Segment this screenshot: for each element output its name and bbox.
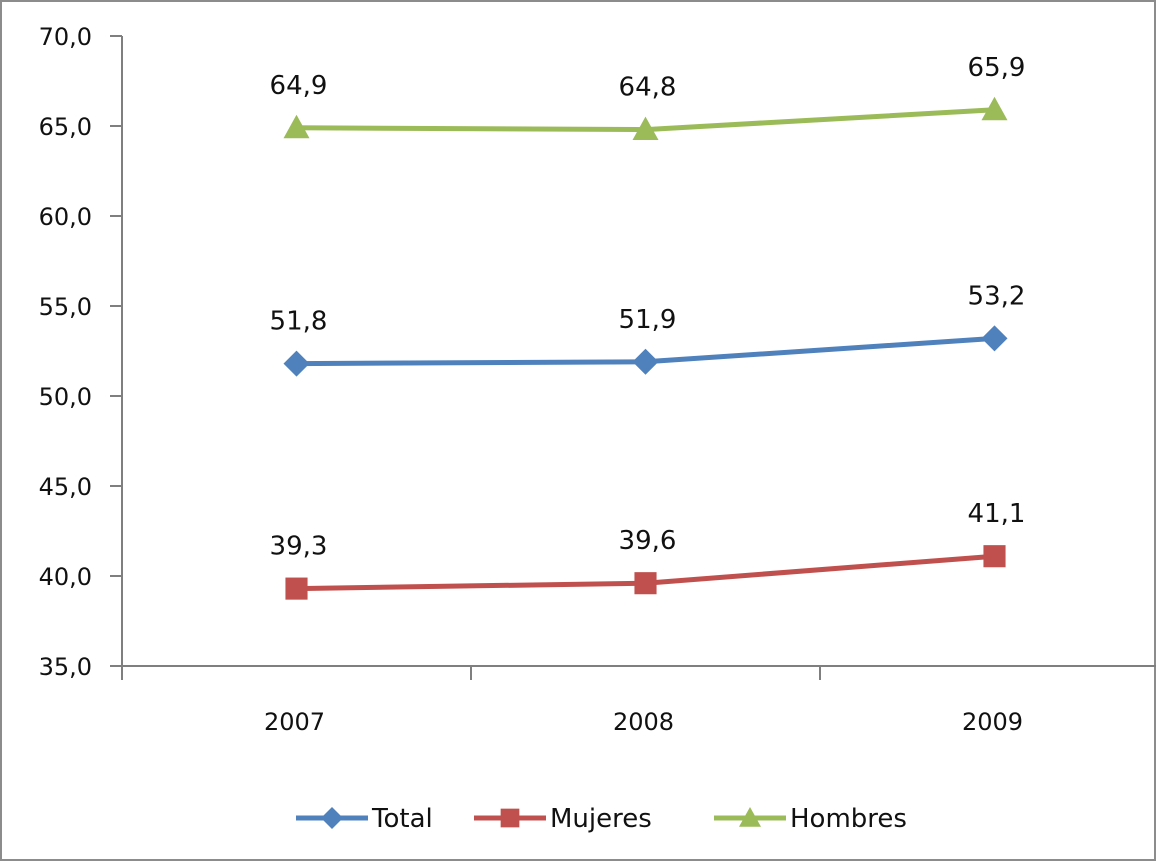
x-tick-label: 2009 — [962, 708, 1023, 736]
y-tick-label: 50,0 — [39, 383, 92, 411]
y-tick-label: 60,0 — [39, 203, 92, 231]
data-label: 51,8 — [270, 307, 328, 337]
y-tick-label: 55,0 — [39, 293, 92, 321]
y-tick-label: 70,0 — [39, 23, 92, 51]
x-tick-label: 2008 — [613, 708, 674, 736]
legend: Total Mujeres Hombres — [296, 804, 907, 834]
data-label: 53,2 — [968, 281, 1026, 311]
series-layer — [283, 96, 1008, 600]
y-tick-label: 45,0 — [39, 473, 92, 501]
point-marker-diamond — [632, 348, 659, 375]
data-label: 39,6 — [619, 526, 677, 556]
legend-label-total: Total — [371, 804, 433, 834]
x-tick-label: 2007 — [264, 708, 325, 736]
data-label: 39,3 — [270, 532, 328, 562]
y-tick-label: 35,0 — [39, 653, 92, 681]
axes: 35,0 40,0 45,0 50,0 55,0 60,0 65,0 70,0 2007 2008… — [39, 23, 1156, 736]
y-tick-label: 40,0 — [39, 563, 92, 591]
data-label: 41,1 — [968, 499, 1026, 529]
point-marker-triangle — [632, 116, 659, 140]
point-marker-square — [634, 572, 657, 595]
point-marker-triangle — [739, 807, 761, 827]
data-label: 64,8 — [619, 73, 677, 103]
point-marker-triangle — [283, 114, 310, 139]
y-tick-label: 65,0 — [39, 113, 92, 141]
data-labels: 51,8 51,9 53,2 39,3 39,6 41,1 64,9 64,8 65,9 — [270, 53, 1026, 562]
point-marker-square — [983, 545, 1006, 568]
point-marker-square — [285, 577, 308, 600]
point-marker-diamond — [283, 350, 310, 377]
point-marker-triangle — [981, 96, 1008, 121]
data-label: 65,9 — [968, 53, 1026, 83]
legend-label-mujeres: Mujeres — [550, 804, 652, 834]
data-label: 51,9 — [619, 305, 677, 335]
point-marker-diamond — [321, 807, 343, 829]
data-label: 64,9 — [270, 71, 328, 101]
point-marker-square — [500, 808, 520, 828]
legend-label-hombres: Hombres — [790, 804, 907, 834]
point-marker-diamond — [981, 325, 1008, 352]
